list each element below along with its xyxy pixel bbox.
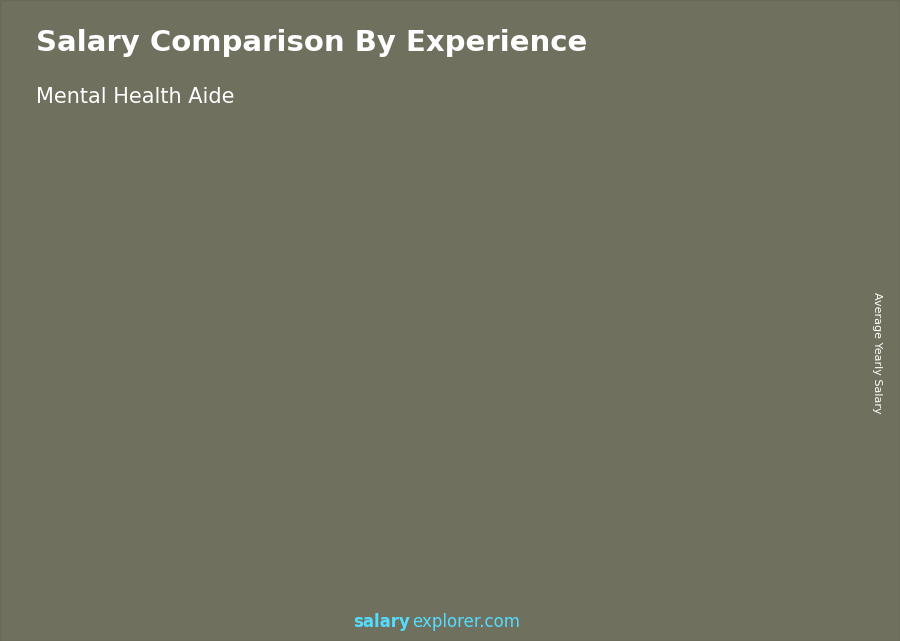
Bar [716,67,819,73]
Bar [716,107,819,113]
Polygon shape [266,392,279,567]
Bar [328,332,397,567]
Polygon shape [658,263,670,567]
Bar [198,392,266,567]
Bar [716,62,819,67]
Text: +8%: +8% [512,194,565,213]
Bar [716,56,819,62]
Text: 103,000 USD: 103,000 USD [441,262,532,276]
Bar [721,242,788,567]
Bar [716,85,819,90]
Text: explorer.com: explorer.com [412,613,520,631]
Bar [716,45,819,51]
Polygon shape [788,242,802,567]
Text: Salary Comparison By Experience: Salary Comparison By Experience [36,29,587,57]
Text: 119,000 USD: 119,000 USD [702,218,794,232]
Bar [716,51,819,56]
Text: 48,600 USD: 48,600 USD [54,411,136,425]
Text: Mental Health Aide: Mental Health Aide [36,87,235,106]
Text: 64,300 USD: 64,300 USD [184,368,266,382]
Text: +34%: +34% [244,262,311,282]
Bar [590,263,658,567]
Bar [716,90,819,96]
Text: +32%: +32% [113,321,181,341]
Text: +19%: +19% [374,215,442,235]
Text: salary: salary [353,613,410,631]
Text: 86,000 USD: 86,000 USD [315,308,397,322]
Bar [716,101,819,107]
Text: +7%: +7% [644,172,696,192]
Bar [716,73,819,79]
Bar [459,286,527,567]
Polygon shape [135,435,148,567]
Bar [716,45,757,85]
Text: 111,000 USD: 111,000 USD [572,240,663,254]
Bar [68,435,135,567]
Bar [716,96,819,101]
Polygon shape [527,286,540,567]
Polygon shape [397,332,410,567]
Bar [716,79,819,85]
Bar [716,113,819,119]
Text: Average Yearly Salary: Average Yearly Salary [872,292,883,413]
